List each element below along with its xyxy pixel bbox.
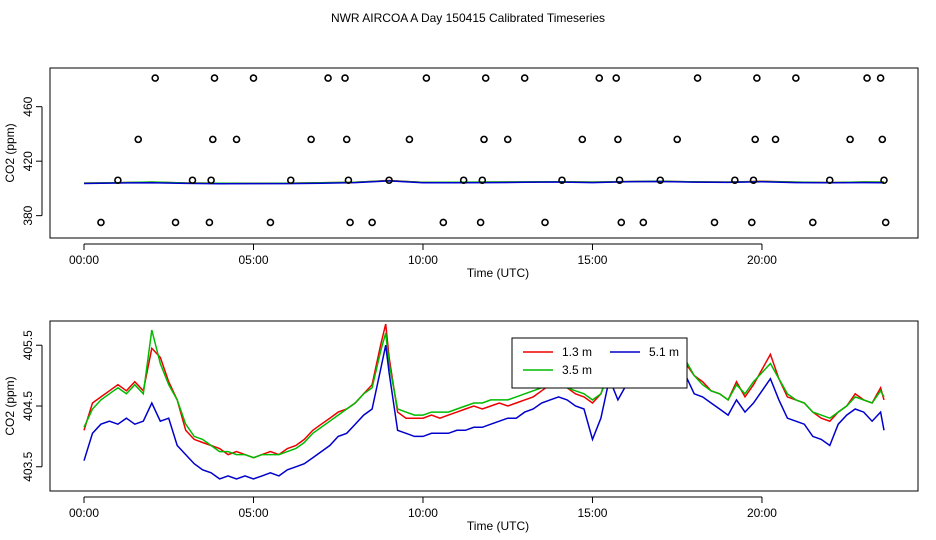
x-tick-label: 05:00 [238, 506, 268, 520]
y-tick-label: 460 [21, 96, 35, 116]
data-point [134, 135, 143, 144]
data-point [481, 74, 490, 82]
data-point [771, 135, 780, 144]
data-point [324, 74, 332, 82]
data-point [171, 218, 180, 227]
data-point [266, 218, 275, 227]
data-point [478, 176, 487, 185]
data-point [617, 218, 626, 227]
data-point [205, 218, 214, 227]
data-point [459, 176, 468, 185]
y-tick-label: 380 [21, 205, 35, 225]
data-point [476, 218, 485, 227]
y-tick-label: 404.5 [21, 391, 35, 421]
data-point [612, 74, 621, 82]
data-point [232, 135, 241, 144]
series-line-5-1-m [83, 345, 885, 480]
series-line-3-5-m [83, 329, 885, 459]
figure-title: NWR AIRCOA A Day 150415 Calibrated Times… [331, 11, 605, 25]
data-point [749, 176, 758, 185]
plot-frame [49, 320, 919, 492]
x-tick-label: 20:00 [747, 506, 777, 520]
x-axis-label: Time (UTC) [467, 266, 529, 280]
data-point [249, 74, 258, 82]
data-point [368, 218, 376, 227]
data-point [876, 74, 885, 82]
series-line-1-3-m [83, 323, 885, 459]
data-point [753, 74, 761, 82]
data-point [210, 74, 219, 82]
legend-label: 5.1 m [649, 345, 679, 359]
data-point [114, 176, 122, 185]
data-point [673, 135, 682, 144]
data-point [97, 218, 105, 227]
y-axis-label: CO2 (ppm) [3, 123, 17, 182]
data-point [439, 218, 448, 227]
data-point [792, 74, 800, 82]
data-point [520, 74, 529, 82]
data-point [878, 135, 887, 144]
x-tick-label: 00:00 [69, 506, 99, 520]
bottom-panel: 00:00 05:00 10:00 15:00 20:00 Time (UTC) 403.5… [3, 320, 919, 533]
x-tick-label: 05:00 [238, 253, 268, 267]
data-point [693, 74, 702, 82]
data-point [341, 74, 349, 82]
data-point [385, 176, 393, 185]
legend-label: 3.5 m [562, 363, 592, 377]
x-tick-label: 10:00 [408, 253, 438, 267]
x-tick-label: 10:00 [408, 506, 438, 520]
x-tick-label: 15:00 [577, 506, 607, 520]
data-point [342, 135, 351, 144]
data-point [595, 74, 604, 82]
y-tick-label: 405.5 [21, 330, 35, 360]
data-point [751, 135, 759, 144]
plot-area [83, 74, 890, 227]
y-axis-label: CO2 (ppm) [3, 376, 17, 435]
data-point [286, 176, 295, 185]
legend: 1.3 m 3.5 m 5.1 m [511, 337, 688, 389]
data-point [731, 176, 739, 185]
top-panel: 00:00 05:00 10:00 15:00 20:00 Time (UTC) 380 42… [3, 67, 919, 280]
data-point [207, 176, 215, 185]
data-point [578, 135, 587, 144]
plot-area [83, 323, 885, 480]
data-point [344, 176, 353, 185]
data-point [307, 135, 315, 144]
plot-frame [49, 67, 919, 239]
y-tick-label: 403.5 [21, 451, 35, 481]
data-point [151, 74, 159, 82]
data-point [825, 176, 834, 185]
data-point [880, 176, 888, 185]
data-point [639, 218, 648, 227]
data-point [422, 74, 431, 82]
data-point [614, 135, 622, 144]
data-point [747, 218, 756, 227]
data-point [405, 135, 414, 144]
data-point [503, 135, 512, 144]
data-point [188, 176, 197, 185]
data-point [846, 135, 854, 144]
data-point [480, 135, 488, 144]
x-axis-label: Time (UTC) [467, 519, 529, 533]
data-point [209, 135, 217, 144]
data-point [710, 218, 719, 227]
x-tick-label: 15:00 [577, 253, 607, 267]
data-point [863, 74, 871, 82]
x-tick-label: 20:00 [747, 253, 777, 267]
data-point [346, 218, 354, 227]
y-tick-label: 420 [21, 151, 35, 171]
legend-box [511, 337, 688, 389]
series-line-5-1-m [83, 180, 885, 185]
data-point [615, 176, 624, 185]
x-tick-label: 00:00 [69, 253, 99, 267]
data-point [656, 176, 665, 185]
data-point [881, 218, 890, 227]
legend-label: 1.3 m [562, 345, 592, 359]
data-point [558, 176, 566, 185]
data-point [809, 218, 817, 227]
data-point [541, 218, 549, 227]
